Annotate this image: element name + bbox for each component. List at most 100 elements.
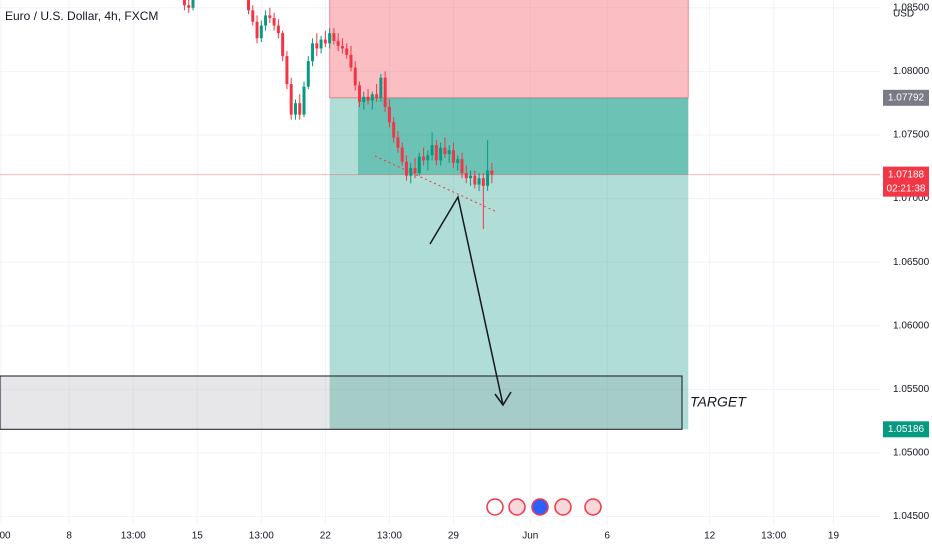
candle-body: [387, 106, 391, 123]
candle-body: [264, 15, 268, 26]
event-icon[interactable]: [508, 498, 526, 516]
price-tag-bg: [883, 421, 929, 438]
candle-body: [370, 94, 374, 101]
candle-body: [375, 94, 379, 99]
candle-body: [272, 17, 276, 26]
x-tick-label: 12: [704, 531, 716, 542]
axis-labels: 1.04500 1.05000 1.05500 1.06000 1.06500 1.070…: [0, 2, 930, 541]
candle-body: [469, 175, 473, 179]
candle-body: [191, 0, 195, 8]
y-tick-label: 1.06500: [893, 257, 930, 268]
y-tick-label: 1.05000: [893, 448, 930, 459]
candle-body: [281, 33, 285, 57]
candle-body: [285, 56, 289, 85]
candle-body: [187, 5, 191, 8]
candle-body: [251, 10, 255, 22]
candle-body: [349, 54, 353, 68]
candle-body: [451, 150, 455, 163]
x-tick-label: 19: [828, 531, 840, 542]
candle-body: [289, 84, 293, 115]
candle-body: [366, 96, 370, 101]
candle-body: [336, 40, 340, 46]
y-tick-label: 1.07000: [893, 193, 930, 204]
price-tag: 1.07792: [888, 92, 925, 103]
candle-body: [259, 25, 263, 39]
chart-title: Euro / U.S. Dollar, 4h, FXCM: [5, 9, 158, 23]
arrow-head: [494, 391, 512, 407]
x-tick-label: 22: [320, 531, 332, 542]
price-tag-bg: [883, 89, 929, 106]
x-tick-label: 8: [66, 531, 72, 542]
candle-body: [473, 175, 477, 185]
candle-body: [464, 173, 468, 179]
candle-body: [315, 43, 319, 49]
candle-body: [276, 25, 280, 34]
candle-body: [255, 21, 259, 39]
candle-body: [383, 77, 387, 107]
price-tag-bg: [883, 166, 929, 197]
candle-body: [404, 161, 408, 176]
candle-body: [409, 168, 413, 176]
target-label: TARGET: [690, 393, 747, 409]
x-tick-label: 13:00: [121, 531, 146, 542]
x-tick-label: 15: [192, 531, 204, 542]
candle-body: [490, 170, 494, 175]
candle-body: [379, 77, 383, 99]
candle-body: [362, 96, 366, 102]
candle-body: [477, 178, 481, 185]
x-tick-label: Jun: [522, 531, 538, 542]
target-zone: [329, 97, 689, 430]
candle-body: [400, 147, 404, 162]
price-tag: 1.07188: [888, 169, 925, 180]
candle-body: [311, 43, 315, 62]
x-tick-label: 3:00: [0, 531, 11, 542]
candle-body: [340, 45, 344, 49]
grid: [0, 0, 880, 524]
x-tick-label: 13:00: [761, 531, 786, 542]
candle-body: [422, 156, 426, 161]
y-tick-label: 1.08500: [893, 2, 930, 13]
y-tick-label: 1.06000: [893, 320, 930, 331]
candle-body: [434, 145, 438, 161]
stop-zone: [329, 0, 689, 99]
candles: [182, 0, 494, 230]
candle-body: [392, 122, 396, 138]
candle-body: [447, 150, 451, 155]
candle-body: [481, 178, 485, 186]
price-axis: [880, 0, 932, 550]
candle-body: [413, 168, 417, 174]
candle-body: [426, 155, 430, 161]
candle-body: [460, 159, 464, 174]
candle-body: [323, 39, 327, 44]
x-tick-label: 29: [448, 531, 460, 542]
time-axis: [0, 524, 880, 550]
candle-body: [247, 0, 250, 11]
event-icons: [486, 498, 602, 516]
candle-body: [353, 67, 357, 86]
candle-body: [456, 159, 460, 163]
candle-body: [358, 85, 362, 102]
position-tool: TARGET: [0, 0, 880, 430]
candle-body: [182, 0, 186, 6]
x-tick-label: 13:00: [249, 531, 274, 542]
x-tick-label: 6: [604, 531, 610, 542]
axis-unit: USD: [893, 9, 914, 20]
target-box: [0, 375, 683, 430]
y-tick-label: 1.08000: [893, 66, 930, 77]
drawings: [374, 155, 512, 407]
event-icon[interactable]: [531, 498, 549, 516]
candle-body: [439, 147, 443, 161]
candle-body: [298, 103, 302, 115]
candle-body: [332, 33, 336, 41]
y-tick-label: 1.05500: [893, 384, 930, 395]
trend-line: [374, 155, 498, 213]
event-icon[interactable]: [554, 498, 572, 516]
price-tag: 1.05186: [888, 424, 925, 435]
candle-body: [396, 137, 400, 148]
event-icon[interactable]: [584, 498, 602, 516]
countdown: 02:21:38: [887, 183, 926, 194]
event-icon[interactable]: [486, 498, 504, 516]
